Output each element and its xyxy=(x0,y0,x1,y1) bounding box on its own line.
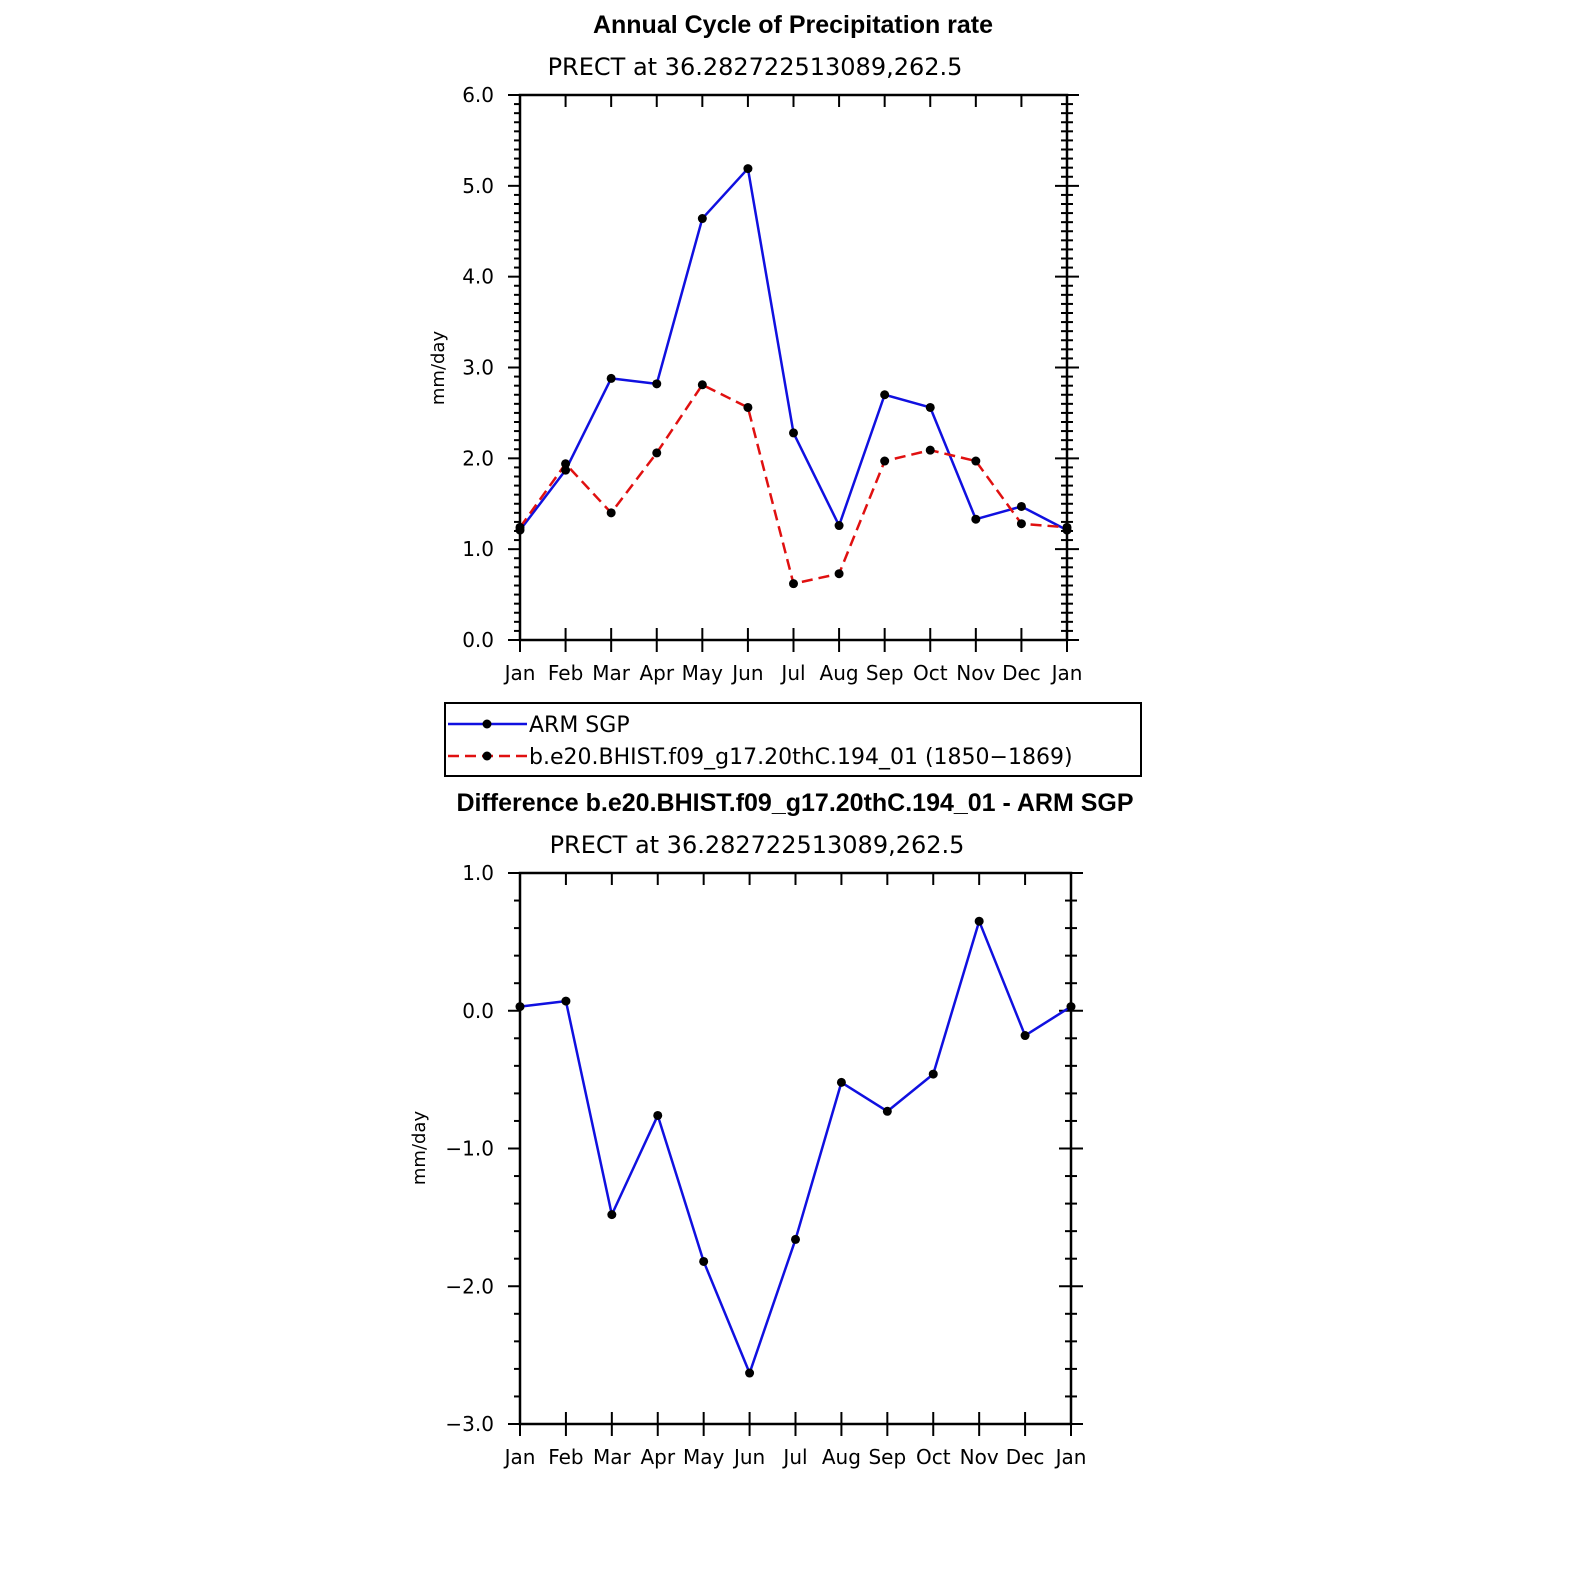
data-point xyxy=(515,1002,525,1012)
chart-title: Annual Cycle of Precipitation rate xyxy=(593,11,993,39)
difference-chart: Difference b.e20.BHIST.f09_g17.20thC.194… xyxy=(409,789,1134,1469)
x-tick-label: Jul xyxy=(779,661,805,685)
plot-frame xyxy=(518,871,1073,1426)
data-point xyxy=(1020,1031,1030,1041)
y-tick-label: 5.0 xyxy=(462,174,494,198)
data-point xyxy=(1016,519,1026,529)
series-line-1 xyxy=(518,383,1068,585)
plot-area: −3.0 −2.0 −1.0 0.0 1.0 Jan Feb Mar Apr May Jun Jul A… xyxy=(445,861,1086,1469)
y-tick-label: −3.0 xyxy=(445,1412,494,1436)
chart-title: Difference b.e20.BHIST.f09_g17.20thC.194… xyxy=(456,789,1133,817)
data-point xyxy=(652,448,662,458)
x-tick-label: Jun xyxy=(730,661,763,685)
legend-label-model: b.e20.BHIST.f09_g17.20thC.194_01 (1850−1… xyxy=(529,745,1073,770)
chart-subtitle: PRECT at 36.282722513089,262.5 xyxy=(550,831,965,859)
x-tick-label: Jan xyxy=(1050,661,1083,685)
data-point xyxy=(697,214,707,224)
y-tick-label: 1.0 xyxy=(462,861,494,885)
y-axis-label: mm/day xyxy=(409,1111,430,1186)
data-point xyxy=(652,379,662,389)
x-tick-label: May xyxy=(683,1445,725,1469)
y-tick-label: 6.0 xyxy=(462,83,494,107)
x-tick-label: Mar xyxy=(593,1445,632,1469)
data-point xyxy=(699,1256,709,1266)
y-tick-label: −2.0 xyxy=(445,1274,494,1298)
data-point xyxy=(1062,522,1072,532)
x-tick-label: Apr xyxy=(639,661,674,685)
data-point xyxy=(925,445,935,455)
y-tick-label: 4.0 xyxy=(462,265,494,289)
y-axis-label: mm/day xyxy=(428,331,449,406)
data-point xyxy=(791,1234,800,1244)
data-point xyxy=(880,390,890,400)
x-tick-label: Jul xyxy=(781,1445,807,1469)
data-point xyxy=(1016,501,1026,511)
x-tick-label: Apr xyxy=(640,1445,675,1469)
x-tick-label: Jun xyxy=(732,1445,765,1469)
data-point xyxy=(834,521,844,531)
data-point xyxy=(745,1368,755,1378)
data-point xyxy=(925,402,935,412)
data-point xyxy=(515,522,525,532)
x-tick-label: Nov xyxy=(960,1445,999,1469)
data-point xyxy=(606,508,616,518)
x-tick-label: Aug xyxy=(822,1445,861,1469)
data-point xyxy=(834,569,844,579)
x-tick-label: Dec xyxy=(1006,1445,1045,1469)
x-tick-label: May xyxy=(682,661,724,685)
plot-area: 0.0 1.0 2.0 3.0 4.0 5.0 6.0 Jan Feb Mar Apr May Jun J… xyxy=(462,83,1082,685)
y-tick-label: 0.0 xyxy=(462,628,494,652)
data-point xyxy=(743,402,753,412)
x-tick-label: Dec xyxy=(1002,661,1041,685)
plot-frame xyxy=(518,93,1069,642)
data-point xyxy=(743,164,753,174)
data-point xyxy=(928,1069,938,1079)
series-line-0 xyxy=(519,167,1068,532)
legend-frame xyxy=(444,702,1142,777)
x-tick-label: Mar xyxy=(592,661,631,685)
data-point xyxy=(697,380,707,390)
legend-label-arm-sgp: ARM SGP xyxy=(529,713,630,738)
data-point xyxy=(971,456,981,466)
data-point xyxy=(880,456,890,466)
x-tick-label: Aug xyxy=(820,661,859,685)
x-tick-label: Oct xyxy=(916,1445,951,1469)
y-tick-label: 2.0 xyxy=(462,446,494,470)
legend-marker-arm-sgp xyxy=(482,719,492,729)
x-tick-label: Jan xyxy=(503,661,536,685)
annual-cycle-chart: Annual Cycle of Precipitation rate PRECT… xyxy=(428,11,1142,777)
x-tick-label: Oct xyxy=(913,661,948,685)
y-tick-label: 3.0 xyxy=(462,356,494,380)
x-tick-label: Jan xyxy=(1054,1445,1087,1469)
data-point xyxy=(1066,1002,1076,1012)
data-point xyxy=(789,579,798,589)
y-tick-label: −1.0 xyxy=(445,1137,494,1161)
data-point xyxy=(789,428,798,438)
data-point xyxy=(561,465,571,475)
legend-marker-model xyxy=(482,751,492,761)
x-tick-label: Jan xyxy=(503,1445,536,1469)
data-point xyxy=(836,1077,846,1087)
legend-entry-arm-sgp: ARM SGP xyxy=(448,713,630,738)
y-tick-label: 0.0 xyxy=(462,999,494,1023)
data-point xyxy=(653,1110,663,1120)
legend: ARM SGP b.e20.BHIST.f09_g17.20thC.194_01… xyxy=(444,702,1142,777)
data-point xyxy=(974,916,984,926)
data-point xyxy=(606,373,616,383)
legend-entry-model: b.e20.BHIST.f09_g17.20thC.194_01 (1850−1… xyxy=(448,745,1073,770)
x-tick-label: Sep xyxy=(868,1445,906,1469)
chart-subtitle: PRECT at 36.282722513089,262.5 xyxy=(548,53,963,81)
data-point xyxy=(561,459,571,469)
x-tick-label: Feb xyxy=(548,1445,583,1469)
data-point xyxy=(882,1106,892,1116)
x-tick-label: Sep xyxy=(866,661,904,685)
series-line-0 xyxy=(519,919,1072,1375)
data-point xyxy=(971,514,981,524)
x-tick-label: Feb xyxy=(548,661,583,685)
data-point xyxy=(561,996,571,1006)
data-point xyxy=(607,1210,617,1220)
y-tick-label: 1.0 xyxy=(462,537,494,561)
x-tick-label: Nov xyxy=(956,661,995,685)
